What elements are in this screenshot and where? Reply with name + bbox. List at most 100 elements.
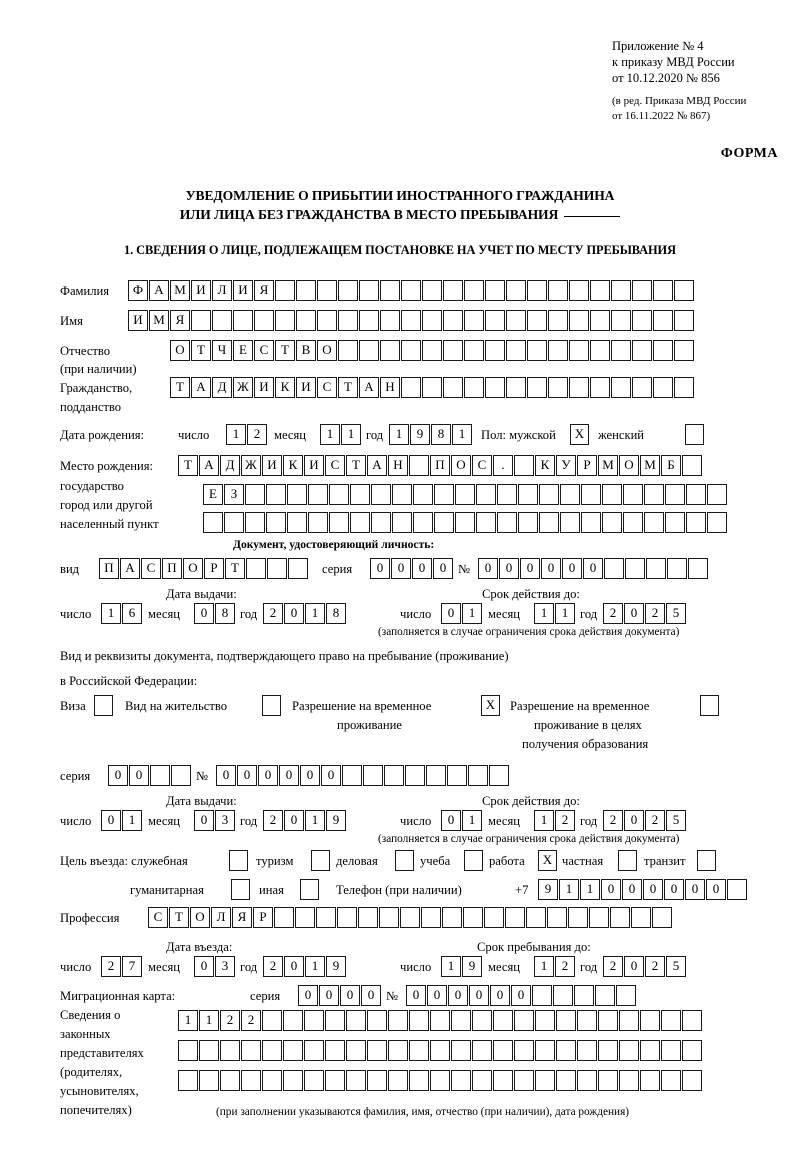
- char-cell[interactable]: 0: [601, 879, 621, 900]
- char-cell[interactable]: [707, 512, 727, 533]
- char-cell[interactable]: [476, 484, 496, 505]
- char-cell[interactable]: [514, 1040, 534, 1061]
- char-cell[interactable]: С: [472, 455, 492, 476]
- char-cell[interactable]: [380, 310, 400, 331]
- char-cell[interactable]: А: [367, 455, 387, 476]
- char-cell[interactable]: 2: [263, 956, 283, 977]
- char-cell[interactable]: 0: [216, 765, 236, 786]
- char-cell[interactable]: [422, 310, 442, 331]
- char-cell[interactable]: [485, 280, 505, 301]
- char-cell[interactable]: [560, 484, 580, 505]
- char-cell[interactable]: [342, 765, 362, 786]
- char-cell[interactable]: [485, 340, 505, 361]
- char-cell[interactable]: А: [359, 377, 379, 398]
- char-cell[interactable]: 1: [559, 879, 579, 900]
- char-cell[interactable]: [337, 907, 357, 928]
- char-cell[interactable]: А: [149, 280, 169, 301]
- char-cell[interactable]: [241, 1070, 261, 1091]
- char-cell[interactable]: [199, 1040, 219, 1061]
- char-cell[interactable]: Л: [212, 280, 232, 301]
- char-cell[interactable]: П: [162, 558, 182, 579]
- char-cell[interactable]: [686, 484, 706, 505]
- char-cell[interactable]: [590, 340, 610, 361]
- char-cell[interactable]: 5: [666, 956, 686, 977]
- char-cell[interactable]: [317, 280, 337, 301]
- char-cell[interactable]: 1: [389, 424, 409, 445]
- char-cell[interactable]: [388, 1010, 408, 1031]
- temp-edu-checkbox[interactable]: [700, 695, 719, 716]
- char-cell[interactable]: [682, 455, 702, 476]
- char-cell[interactable]: Д: [212, 377, 232, 398]
- char-cell[interactable]: Т: [169, 907, 189, 928]
- char-cell[interactable]: 1: [534, 603, 554, 624]
- char-cell[interactable]: [325, 1070, 345, 1091]
- purpose-private-checkbox[interactable]: [618, 850, 637, 871]
- char-cell[interactable]: Л: [211, 907, 231, 928]
- char-cell[interactable]: [569, 310, 589, 331]
- char-cell[interactable]: [674, 310, 694, 331]
- char-cell[interactable]: [497, 512, 517, 533]
- char-cell[interactable]: [688, 558, 708, 579]
- char-cell[interactable]: 1: [305, 603, 325, 624]
- char-cell[interactable]: [275, 310, 295, 331]
- char-cell[interactable]: [653, 377, 673, 398]
- char-cell[interactable]: [325, 1010, 345, 1031]
- char-cell[interactable]: Я: [170, 310, 190, 331]
- char-cell[interactable]: [409, 455, 429, 476]
- residence-permit-checkbox[interactable]: [262, 695, 281, 716]
- char-cell[interactable]: [346, 1040, 366, 1061]
- char-cell[interactable]: 1: [305, 956, 325, 977]
- char-cell[interactable]: [485, 310, 505, 331]
- char-cell[interactable]: 0: [194, 603, 214, 624]
- char-cell[interactable]: [625, 558, 645, 579]
- char-cell[interactable]: [598, 1070, 618, 1091]
- char-cell[interactable]: [611, 280, 631, 301]
- char-cell[interactable]: [464, 377, 484, 398]
- char-cell[interactable]: Я: [232, 907, 252, 928]
- char-cell[interactable]: [254, 310, 274, 331]
- char-cell[interactable]: М: [598, 455, 618, 476]
- char-cell[interactable]: 1: [122, 810, 142, 831]
- char-cell[interactable]: П: [99, 558, 119, 579]
- char-cell[interactable]: [568, 907, 588, 928]
- visa-checkbox[interactable]: [94, 695, 113, 716]
- char-cell[interactable]: [574, 985, 594, 1006]
- char-cell[interactable]: 2: [247, 424, 267, 445]
- char-cell[interactable]: [296, 310, 316, 331]
- char-cell[interactable]: 1: [534, 810, 554, 831]
- legalrep-row-3-cells[interactable]: [178, 1070, 702, 1091]
- char-cell[interactable]: [178, 1070, 198, 1091]
- char-cell[interactable]: [203, 512, 223, 533]
- char-cell[interactable]: 0: [643, 879, 663, 900]
- char-cell[interactable]: 0: [284, 810, 304, 831]
- char-cell[interactable]: 9: [538, 879, 558, 900]
- char-cell[interactable]: [409, 1070, 429, 1091]
- char-cell[interactable]: 0: [300, 765, 320, 786]
- char-cell[interactable]: В: [296, 340, 316, 361]
- char-cell[interactable]: [548, 280, 568, 301]
- char-cell[interactable]: С: [317, 377, 337, 398]
- char-cell[interactable]: [602, 512, 622, 533]
- char-cell[interactable]: 5: [666, 603, 686, 624]
- char-cell[interactable]: [506, 377, 526, 398]
- char-cell[interactable]: [262, 1040, 282, 1061]
- char-cell[interactable]: [224, 512, 244, 533]
- char-cell[interactable]: [577, 1070, 597, 1091]
- char-cell[interactable]: [338, 310, 358, 331]
- char-cell[interactable]: [451, 1040, 471, 1061]
- char-cell[interactable]: 0: [624, 956, 644, 977]
- char-cell[interactable]: [569, 377, 589, 398]
- char-cell[interactable]: 2: [645, 603, 665, 624]
- char-cell[interactable]: 0: [237, 765, 257, 786]
- char-cell[interactable]: [316, 907, 336, 928]
